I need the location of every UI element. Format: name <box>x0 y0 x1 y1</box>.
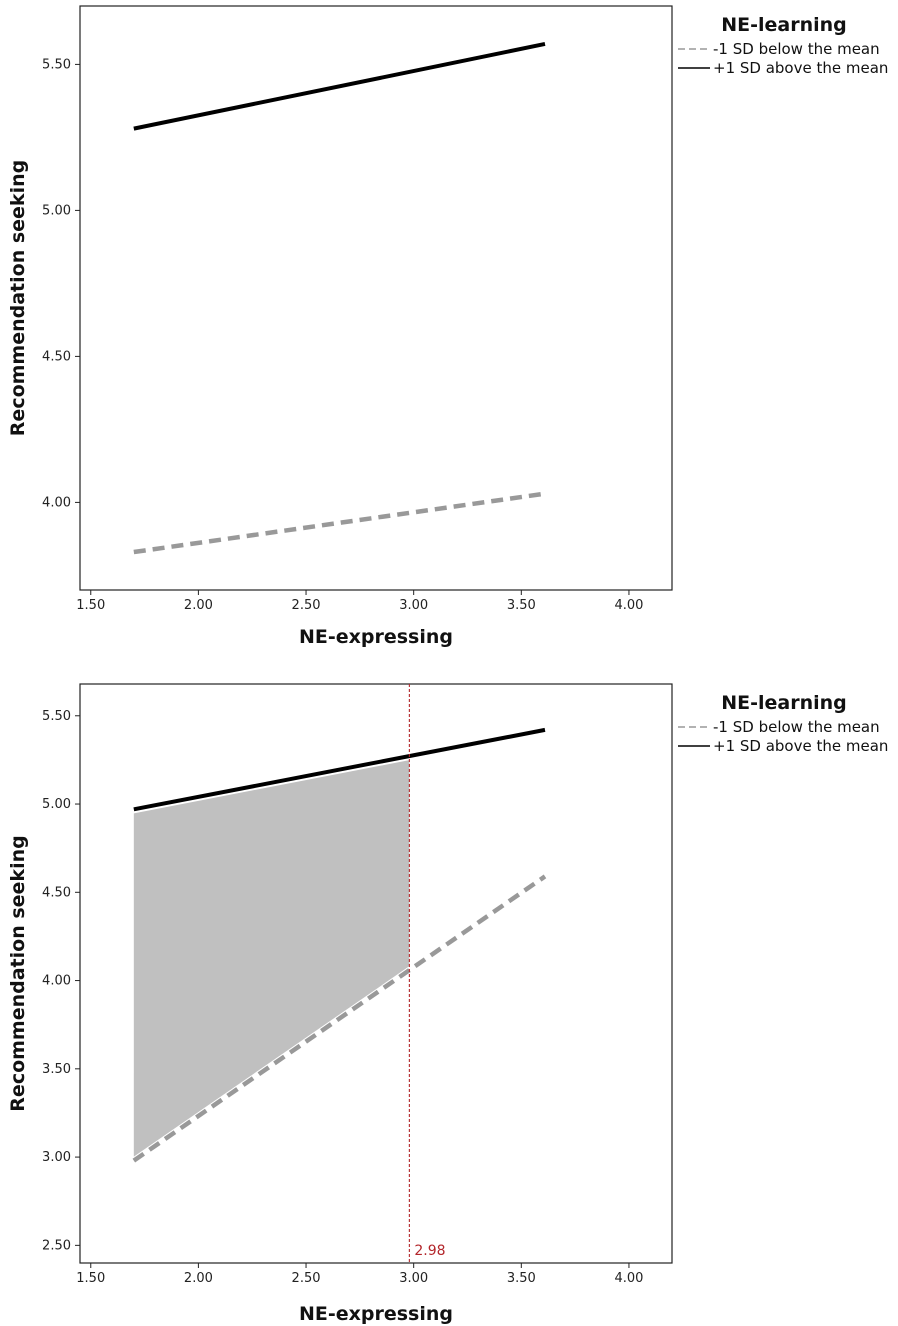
x-tick-label: 4.00 <box>614 598 643 613</box>
x-tick-label: 2.00 <box>184 598 213 613</box>
x-tick-label: 2.50 <box>292 1271 321 1286</box>
y-tick-label: 3.50 <box>42 1062 71 1077</box>
series-line-plus-1sd <box>133 727 546 812</box>
y-tick-label: 4.00 <box>42 495 71 510</box>
x-tick-label: 2.00 <box>184 1271 213 1286</box>
y-tick-label: 3.00 <box>42 1150 71 1165</box>
series-line-plus-1sd <box>133 42 546 131</box>
legend-label: +1 SD above the mean <box>713 59 888 77</box>
y-tick-label: 5.00 <box>42 203 71 218</box>
x-tick-label: 2.50 <box>292 598 321 613</box>
y-tick-label: 4.00 <box>42 974 71 989</box>
significance-region <box>133 760 410 1157</box>
legend: NE-learning -1 SD below the mean+1 SD abo… <box>678 14 888 77</box>
legend-title: NE-learning <box>721 692 847 714</box>
y-tick-label: 5.00 <box>42 797 71 812</box>
x-axis-title: NE-expressing <box>299 1303 453 1325</box>
x-axis-title: NE-expressing <box>299 626 453 648</box>
y-tick-label: 4.50 <box>42 349 71 364</box>
y-axis-title: Recommendation seeking <box>7 835 29 1111</box>
johnson-neyman-label: 2.98 <box>414 1243 445 1259</box>
x-tick-label: 3.00 <box>399 1271 428 1286</box>
y-tick-label: 5.50 <box>42 709 71 724</box>
chart-bottom: 1.50 2.00 2.50 3.00 3.50 4.00 2.50 3.00 3.50 4.00… <box>7 683 888 1325</box>
y-tick-label: 2.50 <box>42 1238 71 1253</box>
legend-label: +1 SD above the mean <box>713 737 888 755</box>
legend-label: -1 SD below the mean <box>713 718 880 736</box>
y-tick-label: 4.50 <box>42 885 71 900</box>
legend-label: -1 SD below the mean <box>713 40 880 58</box>
series-line-minus-1sd <box>132 874 547 1163</box>
x-tick-label: 3.50 <box>507 598 536 613</box>
y-axis-title: Recommendation seeking <box>7 160 29 436</box>
chart-top: 1.50 2.00 2.50 3.00 3.50 4.00 4.00 4.50 5.00 5.50… <box>7 5 888 648</box>
series-line-minus-1sd <box>133 491 546 555</box>
x-tick-label: 1.50 <box>76 598 105 613</box>
x-tick-label: 1.50 <box>76 1271 105 1286</box>
plot-area <box>79 5 673 591</box>
x-tick-label: 3.00 <box>399 598 428 613</box>
x-tick-label: 3.50 <box>507 1271 536 1286</box>
legend: NE-learning -1 SD below the mean+1 SD abo… <box>678 692 888 755</box>
legend-title: NE-learning <box>721 14 847 36</box>
y-tick-label: 5.50 <box>42 57 71 72</box>
x-tick-label: 4.00 <box>614 1271 643 1286</box>
